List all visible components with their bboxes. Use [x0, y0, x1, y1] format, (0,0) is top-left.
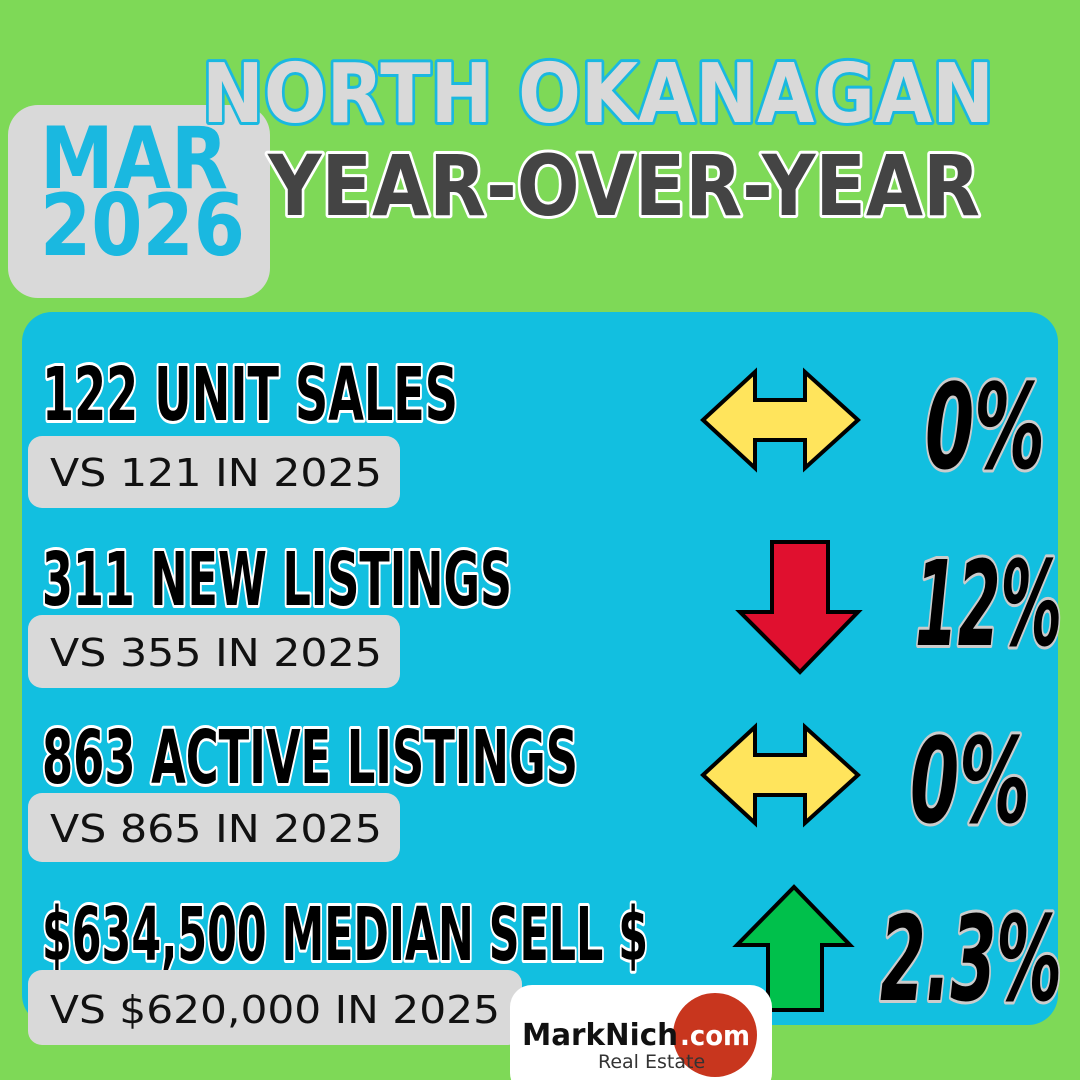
logo-domain: .com [680, 1019, 750, 1052]
change: 12% [915, 535, 1062, 673]
flat-arrow [700, 367, 861, 473]
title-line-1: NORTH OKANAGAN [202, 47, 994, 142]
row: 122 UNIT SALES VS 121 IN 2025 0% [28, 349, 1048, 508]
change: 0% [910, 712, 1030, 850]
pill [28, 436, 400, 508]
logo-name: MarkNich [522, 1018, 678, 1053]
month: MAR [40, 109, 228, 209]
year: 2026 [40, 176, 245, 276]
headline: $634,500 MEDIAN SELL $ [42, 892, 648, 978]
title-line-2: YEAR-OVER-YEAR [267, 137, 980, 235]
headline: 863 ACTIVE LISTINGS [42, 715, 578, 801]
pill [28, 793, 400, 862]
logo-tagline: Real Estate [598, 1051, 705, 1073]
headline: 311 NEW LISTINGS [42, 537, 512, 623]
row: 863 ACTIVE LISTINGS VS 865 IN 2025 0% [28, 709, 1033, 862]
comparison: VS 121 IN 2025 [50, 451, 382, 495]
down-arrow [735, 540, 863, 675]
comparison: VS 355 IN 2025 [50, 631, 382, 675]
comparison: VS $620,000 IN 2025 [50, 988, 500, 1032]
date-box [8, 105, 270, 298]
change: 2.3% [880, 890, 1062, 1028]
change: 0% [925, 358, 1045, 496]
comparison: VS 865 IN 2025 [50, 807, 382, 851]
logo-circle [673, 993, 757, 1077]
row: 311 NEW LISTINGS VS 355 IN 2025 12% [28, 532, 1065, 688]
pill [28, 615, 400, 688]
flat-arrow [700, 722, 861, 828]
up-arrow [732, 884, 855, 1012]
row: $634,500 MEDIAN SELL $ VS $620,000 IN 20… [28, 884, 1065, 1045]
headline: 122 UNIT SALES [42, 352, 458, 438]
pill [28, 970, 522, 1045]
logo: MarkNich .com Real Estate [510, 985, 772, 1080]
